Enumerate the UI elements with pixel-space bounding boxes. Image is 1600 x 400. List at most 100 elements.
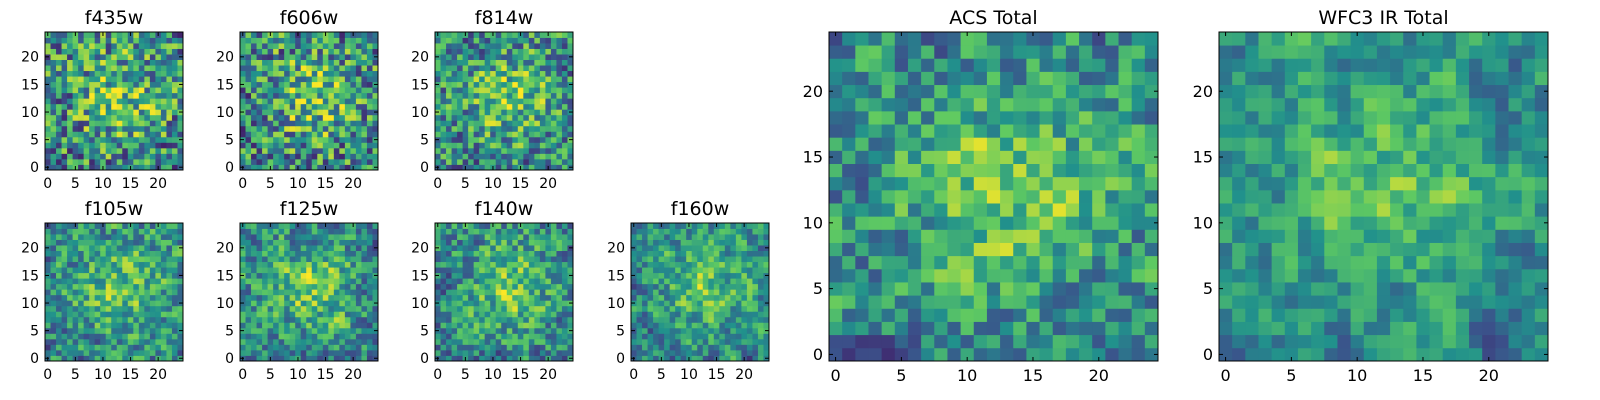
- heatmap-cell: [708, 322, 715, 329]
- heatmap-cell: [89, 327, 96, 334]
- heatmap-cell: [484, 114, 491, 121]
- heatmap-cell: [94, 333, 101, 340]
- heatmap-cell: [512, 245, 519, 251]
- heatmap-cell: [523, 239, 530, 246]
- heatmap-cell: [642, 272, 648, 279]
- heatmap-cell: [724, 322, 731, 329]
- heatmap-cell: [741, 327, 748, 334]
- heatmap-cell: [842, 242, 856, 257]
- heatmap-cell: [501, 294, 508, 301]
- heatmap-cell: [642, 355, 648, 362]
- heatmap-cells: [435, 32, 574, 171]
- heatmap-cell: [691, 261, 698, 268]
- heatmap-cell: [468, 147, 475, 154]
- heatmap-cell: [284, 59, 291, 66]
- heatmap-cell: [636, 349, 643, 356]
- heatmap-cell: [534, 43, 541, 49]
- plot-frame: [44, 222, 184, 362]
- heatmap-cell: [539, 136, 546, 143]
- heatmap-cell: [333, 70, 340, 77]
- heatmap-cell: [127, 349, 134, 356]
- heatmap-cell: [556, 234, 563, 240]
- heatmap-cell: [311, 256, 318, 263]
- heatmap-cell: [284, 136, 291, 143]
- heatmap-cell: [339, 103, 346, 110]
- heatmap-cell: [256, 344, 263, 351]
- heatmap-cell: [333, 311, 340, 318]
- heatmap-cell: [317, 256, 324, 263]
- heatmap-cell: [457, 87, 463, 94]
- heatmap-cell: [501, 54, 508, 60]
- heatmap-cell: [724, 250, 731, 257]
- heatmap-cell: [300, 136, 307, 143]
- heatmap-cell: [539, 147, 546, 154]
- heatmap-cell: [451, 59, 458, 66]
- heatmap-cell: [1000, 189, 1014, 204]
- heatmap-cell: [328, 228, 335, 235]
- heatmap-cell: [561, 267, 568, 274]
- heatmap-cell: [83, 322, 90, 329]
- heatmap-cell: [273, 158, 280, 165]
- heatmap-cell: [105, 87, 112, 94]
- heatmap-cells: [631, 223, 770, 362]
- heatmap-cell: [730, 283, 737, 290]
- heatmap-cell: [556, 70, 563, 77]
- heatmap-cell: [122, 250, 129, 257]
- heatmap-cell: [506, 294, 513, 301]
- heatmap-cell: [484, 305, 491, 312]
- heatmap-cell: [451, 164, 458, 171]
- heatmap-cell: [339, 327, 346, 334]
- heatmap-cell: [501, 355, 508, 362]
- heatmap-cell: [322, 81, 329, 88]
- heatmap-cell: [1052, 176, 1067, 191]
- heatmap-cell: [457, 114, 463, 121]
- heatmap-cell: [300, 92, 307, 99]
- heatmap-cell: [284, 142, 291, 149]
- heatmap-cell: [468, 131, 475, 138]
- heatmap-cell: [713, 234, 720, 240]
- heatmap-cell: [149, 300, 156, 307]
- heatmap-cell: [512, 250, 519, 257]
- heatmap-cell: [127, 70, 134, 77]
- heatmap-cell: [1039, 176, 1054, 191]
- heatmap-cell: [457, 278, 463, 285]
- heatmap-cell: [669, 223, 676, 229]
- heatmap-cell: [484, 131, 491, 138]
- heatmap-cell: [545, 333, 552, 340]
- heatmap-cell: [311, 355, 318, 362]
- heatmap-cell: [495, 65, 502, 72]
- heatmap-cell: [523, 305, 530, 312]
- heatmap-cell: [251, 103, 257, 110]
- heatmap-cell: [149, 267, 156, 274]
- heatmap-cell: [306, 65, 313, 72]
- heatmap-cell: [372, 125, 379, 132]
- heatmap-cell: [322, 109, 329, 116]
- heatmap-cell: [350, 98, 357, 105]
- heatmap-cell: [61, 355, 68, 362]
- heatmap-cell: [300, 164, 307, 171]
- heatmap-cell: [122, 158, 129, 165]
- heatmap-cell: [757, 256, 764, 263]
- heatmap-cell: [735, 256, 742, 263]
- heatmap-cell: [451, 65, 458, 72]
- heatmap-cell: [855, 189, 869, 204]
- heatmap-cell: [83, 59, 90, 66]
- heatmap-cell: [960, 334, 975, 349]
- heatmap-cell: [256, 333, 263, 340]
- heatmap-cell: [339, 245, 346, 251]
- heatmap-cell: [545, 283, 552, 290]
- heatmap-cell: [484, 37, 491, 44]
- heatmap-cell: [512, 125, 519, 132]
- heatmap-cell: [105, 338, 112, 345]
- heatmap-cell: [1065, 295, 1080, 309]
- heatmap-cell: [339, 338, 346, 345]
- heatmap-cell: [273, 333, 280, 340]
- heatmap-cell: [344, 300, 351, 307]
- heatmap-cell: [829, 176, 843, 191]
- heatmap-cell: [289, 131, 296, 138]
- heatmap-cell: [166, 125, 173, 132]
- heatmap-cell: [1105, 268, 1119, 283]
- heatmap-cell: [1092, 242, 1106, 257]
- heatmap-cell: [251, 311, 257, 318]
- heatmap-cell: [251, 327, 257, 334]
